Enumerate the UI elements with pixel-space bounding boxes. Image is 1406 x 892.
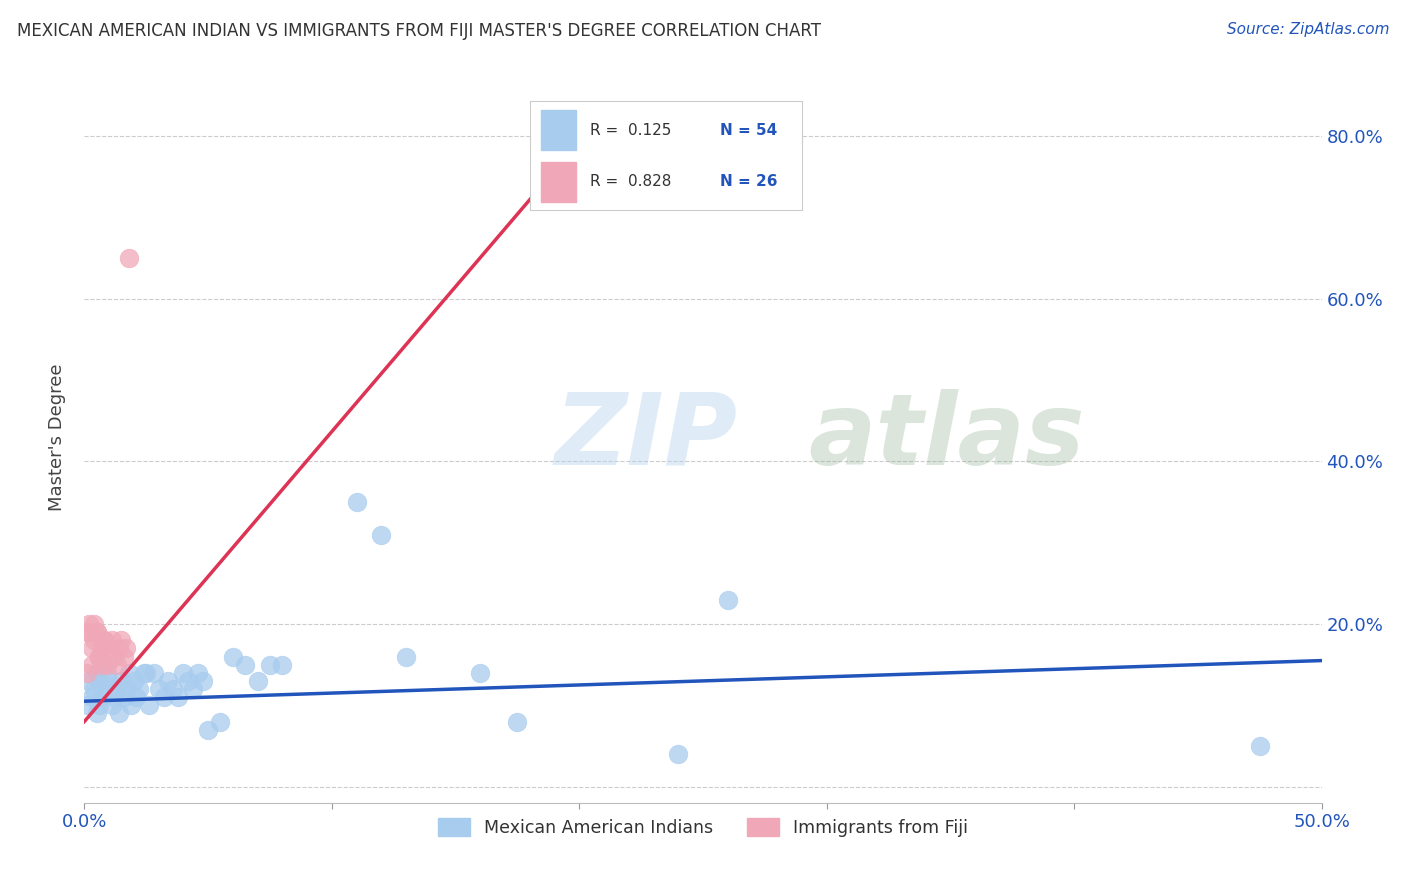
Point xyxy=(138,698,160,713)
Point xyxy=(80,641,103,656)
Y-axis label: Master's Degree: Master's Degree xyxy=(48,363,66,511)
Point xyxy=(395,649,418,664)
Point xyxy=(470,665,492,680)
Point xyxy=(76,698,98,713)
Point xyxy=(100,633,122,648)
Point xyxy=(83,681,105,696)
Point xyxy=(79,625,101,640)
Point xyxy=(89,649,111,664)
Point xyxy=(162,681,184,696)
Point xyxy=(83,617,105,632)
Point xyxy=(93,633,115,648)
Point xyxy=(90,690,112,705)
Point xyxy=(86,665,108,680)
Text: Source: ZipAtlas.com: Source: ZipAtlas.com xyxy=(1226,22,1389,37)
Point xyxy=(115,681,138,696)
Point xyxy=(167,690,190,705)
Point xyxy=(259,657,281,672)
Point xyxy=(90,657,112,672)
Point xyxy=(209,714,232,729)
Point xyxy=(181,681,204,696)
Point xyxy=(128,681,150,696)
Point xyxy=(370,527,392,541)
Text: ZIP: ZIP xyxy=(554,389,738,485)
Point xyxy=(506,714,529,729)
Point xyxy=(112,690,135,705)
Point xyxy=(80,657,103,672)
Point xyxy=(120,698,142,713)
Point xyxy=(177,673,200,688)
Point xyxy=(110,633,132,648)
Point xyxy=(148,681,170,696)
Point xyxy=(1249,739,1271,753)
Point xyxy=(86,625,108,640)
Point xyxy=(103,690,125,705)
Point xyxy=(76,625,98,640)
Point xyxy=(100,698,122,713)
Point xyxy=(90,641,112,656)
Point xyxy=(89,649,111,664)
Point xyxy=(96,657,118,672)
Point xyxy=(110,673,132,688)
Text: MEXICAN AMERICAN INDIAN VS IMMIGRANTS FROM FIJI MASTER'S DEGREE CORRELATION CHAR: MEXICAN AMERICAN INDIAN VS IMMIGRANTS FR… xyxy=(17,22,821,40)
Point xyxy=(98,641,121,656)
Point xyxy=(197,723,219,737)
Legend: Mexican American Indians, Immigrants from Fiji: Mexican American Indians, Immigrants fro… xyxy=(430,809,976,846)
Point xyxy=(157,673,180,688)
Point xyxy=(271,657,294,672)
Point xyxy=(666,747,689,761)
Point xyxy=(93,633,115,648)
Point xyxy=(76,665,98,680)
Point xyxy=(103,649,125,664)
Point xyxy=(86,706,108,721)
Point xyxy=(717,592,740,607)
Point xyxy=(79,673,101,688)
Point xyxy=(118,665,141,680)
Point xyxy=(79,617,101,632)
Point xyxy=(222,649,245,664)
Point xyxy=(346,495,368,509)
Point xyxy=(112,649,135,664)
Point xyxy=(105,681,128,696)
Point xyxy=(122,673,145,688)
Point xyxy=(191,673,214,688)
Point xyxy=(86,625,108,640)
Point xyxy=(98,673,121,688)
Point xyxy=(90,657,112,672)
Point xyxy=(96,665,118,680)
Point xyxy=(80,690,103,705)
Point xyxy=(152,690,174,705)
Point xyxy=(233,657,256,672)
Point xyxy=(105,657,128,672)
Point xyxy=(89,673,111,688)
Point xyxy=(115,641,138,656)
Point xyxy=(132,665,155,680)
Point xyxy=(172,665,194,680)
Point xyxy=(135,665,157,680)
Point xyxy=(187,665,209,680)
Point xyxy=(108,641,131,656)
Point xyxy=(125,690,148,705)
Point xyxy=(142,665,165,680)
Point xyxy=(246,673,269,688)
Point xyxy=(118,252,141,266)
Point xyxy=(89,698,111,713)
Text: atlas: atlas xyxy=(808,389,1084,485)
Point xyxy=(93,681,115,696)
Point xyxy=(83,633,105,648)
Point xyxy=(108,706,131,721)
